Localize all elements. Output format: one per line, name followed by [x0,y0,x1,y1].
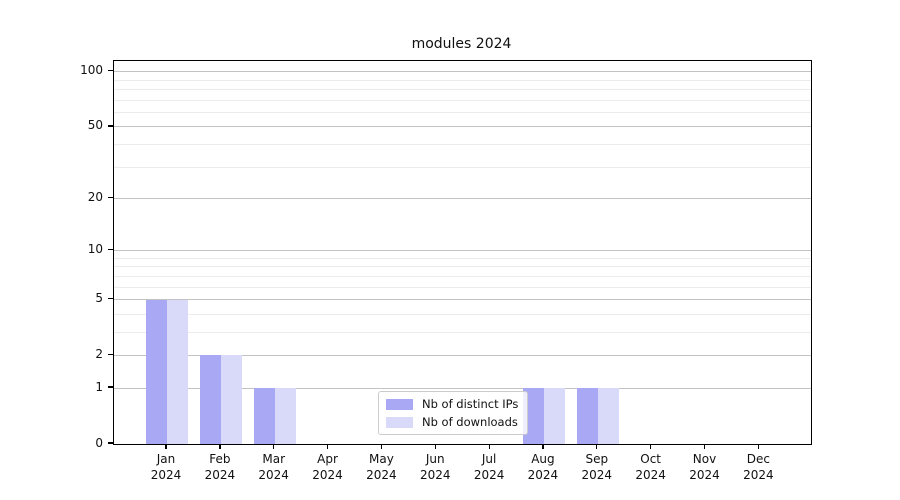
gridline-major-20 [114,197,811,199]
gridline-minor-8 [114,266,811,268]
gridline-major-1 [114,387,811,389]
bar-nb-of-downloads-mar-2024 [274,388,296,444]
legend-label-downloads: Nb of downloads [422,415,518,429]
x-tick-mark-may-2024 [380,444,383,449]
plot-area: Nb of distinct IPs Nb of downloads [113,60,812,445]
x-tick-label-nov-2024: Nov 2024 [689,452,720,482]
x-tick-label-apr-2024: Apr 2024 [312,452,343,482]
y-tick-mark-20 [108,196,114,199]
y-tick-mark-0 [108,442,114,444]
y-tick-label-100: 100 [80,63,103,78]
gridline-major-50 [114,126,811,128]
y-tick-mark-100 [108,70,114,72]
gridline-minor-70 [114,99,811,101]
bar-nb-of-distinct-ips-mar-2024 [253,388,275,444]
gridline-major-5 [114,298,811,300]
chart-title: modules 2024 [411,36,512,52]
x-tick-mark-dec-2024 [757,444,760,449]
y-tick-mark-1 [108,386,114,388]
x-tick-mark-sep-2024 [596,444,598,449]
gridline-minor-90 [114,79,811,81]
y-tick-mark-50 [108,125,114,127]
bar-nb-of-distinct-ips-jan-2024 [146,299,167,444]
gridline-minor-3 [114,331,811,333]
x-tick-mark-jun-2024 [434,444,436,449]
bar-nb-of-distinct-ips-aug-2024 [522,388,544,444]
x-tick-label-sep-2024: Sep 2024 [581,452,613,482]
gridline-major-10 [114,250,811,252]
x-tick-mark-mar-2024 [273,444,275,449]
x-tick-mark-apr-2024 [326,444,329,449]
y-tick-label-0: 0 [95,435,103,450]
x-tick-label-jul-2024: Jul 2024 [473,452,505,482]
bar-nb-of-distinct-ips-feb-2024 [199,355,221,444]
y-tick-label-50: 50 [87,118,103,133]
gridline-major-2 [114,354,811,356]
y-tick-label-2: 2 [95,346,103,361]
x-tick-mark-nov-2024 [703,444,706,449]
x-tick-label-dec-2024: Dec 2024 [743,452,774,482]
bar-nb-of-downloads-jan-2024 [167,299,188,444]
y-tick-label-1: 1 [95,379,103,394]
x-tick-mark-oct-2024 [650,444,652,449]
legend-swatch-downloads [386,416,413,428]
gridline-major-100 [114,71,811,73]
gridline-minor-6 [114,286,811,288]
gridline-minor-9 [114,257,811,259]
x-tick-mark-aug-2024 [542,444,544,449]
gridline-minor-40 [114,144,811,145]
y-tick-mark-5 [108,297,114,300]
y-tick-mark-2 [108,353,114,356]
x-tick-label-may-2024: May 2024 [366,452,397,482]
x-tick-mark-jul-2024 [488,444,490,449]
legend-item-distinct-ips: Nb of distinct IPs [386,397,518,411]
y-tick-label-20: 20 [87,189,103,204]
gridline-minor-7 [114,275,811,277]
x-tick-label-aug-2024: Aug 2024 [527,452,559,482]
bar-nb-of-distinct-ips-sep-2024 [576,388,598,444]
gridline-minor-30 [114,166,811,168]
x-tick-label-feb-2024: Feb 2024 [204,452,236,482]
x-tick-label-jan-2024: Jan 2024 [150,452,182,482]
gridline-minor-80 [114,89,811,91]
legend-swatch-distinct-ips [386,398,413,410]
legend-label-distinct-ips: Nb of distinct IPs [422,397,519,411]
bar-nb-of-downloads-aug-2024 [543,388,565,444]
y-tick-label-10: 10 [87,242,103,257]
y-axis: 0 1 2 5 10 20 50 100 [0,60,114,460]
x-tick-mark-jan-2024 [165,444,167,449]
x-tick-label-oct-2024: Oct 2024 [635,452,666,482]
x-tick-label-mar-2024: Mar 2024 [258,452,289,482]
y-tick-mark-10 [108,249,114,251]
bar-nb-of-downloads-feb-2024 [220,355,242,444]
legend: Nb of distinct IPs Nb of downloads [378,391,529,435]
gridline-minor-60 [114,111,811,113]
gridline-minor-4 [114,313,811,315]
x-tick-label-jun-2024: Jun 2024 [419,452,451,482]
bar-nb-of-downloads-sep-2024 [597,388,619,444]
legend-item-downloads: Nb of downloads [386,415,518,429]
x-tick-mark-feb-2024 [219,444,221,449]
x-axis: Jan 2024 Feb 2024 Mar 2024 Apr 2024 May 2024… [113,443,810,499]
y-tick-label-5: 5 [95,290,103,305]
